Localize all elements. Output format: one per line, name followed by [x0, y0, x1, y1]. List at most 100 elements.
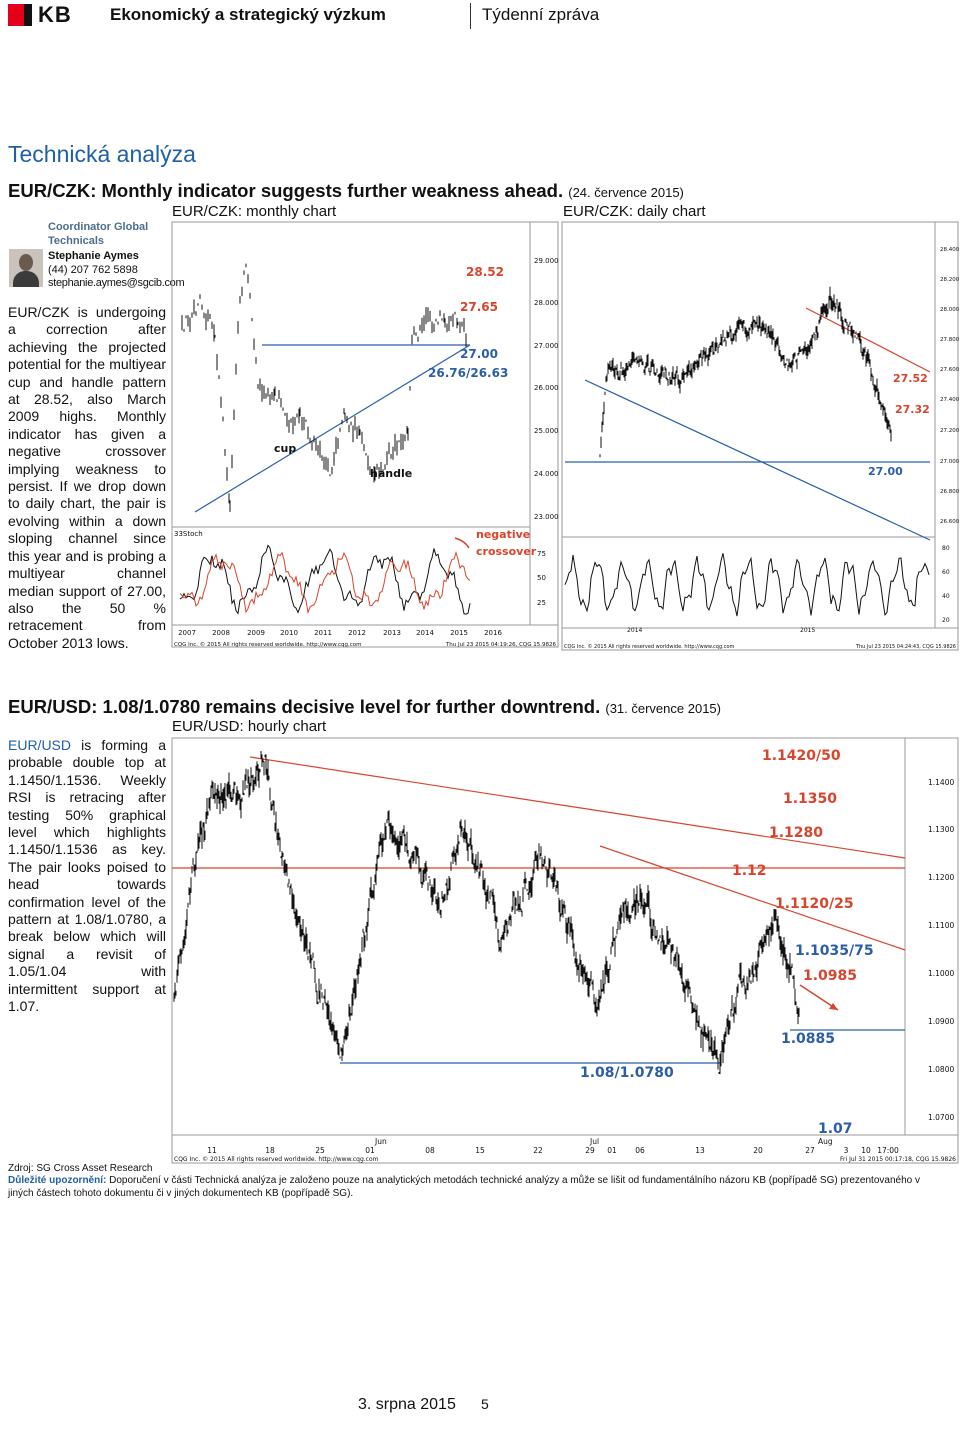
tick-label: 01	[365, 1146, 375, 1155]
tick-label: CQG Inc. © 2015 All rights reserved worl…	[564, 643, 735, 650]
photo	[9, 249, 43, 287]
annotation: handle	[370, 467, 412, 480]
arrow-head	[829, 1003, 838, 1010]
logo-mark	[24, 4, 32, 26]
price-bars	[181, 263, 467, 512]
tick-label: 2011	[314, 629, 332, 637]
annotation: 27.32	[895, 403, 930, 416]
annotation: 27.00	[460, 347, 498, 361]
tick-label: 1.1400	[928, 778, 954, 787]
article-text: EUR/CZK is undergoing a correction after…	[8, 304, 166, 651]
footer-date: 3. srpna 2015	[358, 1396, 456, 1413]
tick-label: 13	[695, 1146, 705, 1155]
divider	[470, 3, 471, 29]
chart-frame	[171, 221, 559, 648]
annotation: 1.08/1.0780	[580, 1065, 674, 1081]
annotation: 1.1420/50	[762, 748, 841, 764]
price-bars	[599, 286, 892, 458]
tick-label: Thu Jul 23 2015 04:24:43, CQG 15.9826	[855, 644, 956, 650]
tick-label: 2010	[280, 629, 298, 637]
tick-label: 26.000	[534, 384, 559, 392]
tick-label: 28.400	[940, 247, 960, 253]
annotation: cup	[274, 442, 296, 455]
tick-label: 17:00	[877, 1146, 899, 1155]
tick-label: 2014	[627, 627, 642, 634]
tick-label: CQG Inc. © 2015 All rights reserved worl…	[174, 1156, 379, 1163]
article-heading: EUR/USD: 1.08/1.0780 remains decisive le…	[8, 696, 721, 718]
disclaimer: Důležité upozornění: Doporučení v části …	[8, 1175, 938, 1200]
tick-label: 1.0700	[928, 1113, 954, 1122]
chart-title: EUR/USD: hourly chart	[172, 718, 327, 735]
trend-line	[194, 344, 471, 513]
tick-label: 23.000	[534, 513, 559, 521]
contact-email: stephanie.aymes@sgcib.com	[48, 277, 185, 289]
trend-line	[584, 379, 931, 541]
tick-label: 2015	[800, 627, 815, 634]
tick-label: 20	[753, 1146, 763, 1155]
tick-label: 27.400	[940, 397, 960, 403]
tick-label: 40	[942, 593, 950, 600]
chart-frame	[561, 221, 959, 651]
report: Týdenní zpráva	[482, 5, 600, 24]
tick-label: 22	[533, 1146, 543, 1155]
tick-label: 28.200	[940, 277, 960, 283]
trend-line	[249, 756, 906, 859]
annotation: 1.12	[732, 863, 767, 879]
contact-role: Coordinator Global Technicals	[48, 221, 149, 247]
tick-label: 25.000	[534, 427, 559, 435]
section-title: Technická analýza	[8, 141, 196, 167]
annotation: crossover	[476, 545, 537, 558]
tick-label: 2015	[450, 629, 468, 637]
annotation: 27.52	[893, 372, 928, 385]
tick-label: 20	[942, 617, 950, 624]
tick-label: 28.000	[534, 299, 559, 307]
tick-label: Jul	[589, 1137, 599, 1146]
tick-label: 26.600	[940, 519, 960, 525]
tick-label: 1.1100	[928, 921, 954, 930]
annotation: 27.00	[868, 465, 903, 478]
tick-label: Aug	[818, 1137, 833, 1146]
tick-label: 27.000	[940, 459, 960, 465]
text-highlight: EUR/USD	[8, 737, 72, 753]
tick-label: 60	[942, 569, 950, 576]
article-text: EUR/USD is forming a probable double top…	[8, 737, 166, 1016]
chart-frame	[171, 737, 959, 1164]
date: (31. července 2015)	[605, 701, 721, 716]
tick-label: 27.200	[940, 428, 960, 434]
contact-name: Stephanie Aymes	[48, 250, 139, 262]
heading: EUR/CZK: Monthly indicator suggests furt…	[8, 180, 564, 201]
indicator-line	[179, 550, 471, 615]
tick-label: 25	[537, 599, 546, 607]
annotation: 26.76/26.63	[428, 366, 508, 380]
department: Ekonomický a strategický výzkum	[110, 5, 386, 24]
tick-label: 10	[861, 1146, 871, 1155]
annotation: 1.0885	[781, 1031, 835, 1047]
arrow	[454, 537, 470, 549]
tick-label: 2013	[383, 629, 401, 637]
tick-label: 2007	[178, 629, 196, 637]
tick-label: 28.000	[940, 307, 960, 313]
tick-label: 75	[537, 550, 546, 558]
tick-label: 27.800	[940, 337, 960, 343]
trend-line	[805, 307, 931, 373]
tick-label: 24.000	[534, 470, 559, 478]
annotation: negative	[476, 528, 530, 541]
text: is forming a probable double top at 1.14…	[8, 737, 166, 1015]
source: Zdroj: SG Cross Asset Research	[8, 1163, 153, 1174]
tick-label: 18	[265, 1146, 275, 1155]
annotation: 1.1120/25	[775, 896, 854, 912]
chart-title: EUR/CZK: daily chart	[563, 203, 706, 220]
tick-label: 29	[585, 1146, 595, 1155]
disclaimer-label: Důležité upozornění:	[8, 1175, 107, 1186]
heading: EUR/USD: 1.08/1.0780 remains decisive le…	[8, 696, 601, 717]
tick-label: 2012	[348, 629, 366, 637]
annotation: 1.1280	[769, 825, 823, 841]
tick-label: Fri Jul 31 2015 00:17:18, CQG 15.9826	[840, 1156, 956, 1163]
annotation: 1.0985	[803, 968, 857, 984]
tick-label: 11	[207, 1146, 217, 1155]
tick-label: 80	[942, 545, 950, 552]
annotation: 1.1350	[783, 791, 837, 807]
tick-label: 1.0900	[928, 1017, 954, 1026]
logo: KB	[38, 2, 72, 27]
